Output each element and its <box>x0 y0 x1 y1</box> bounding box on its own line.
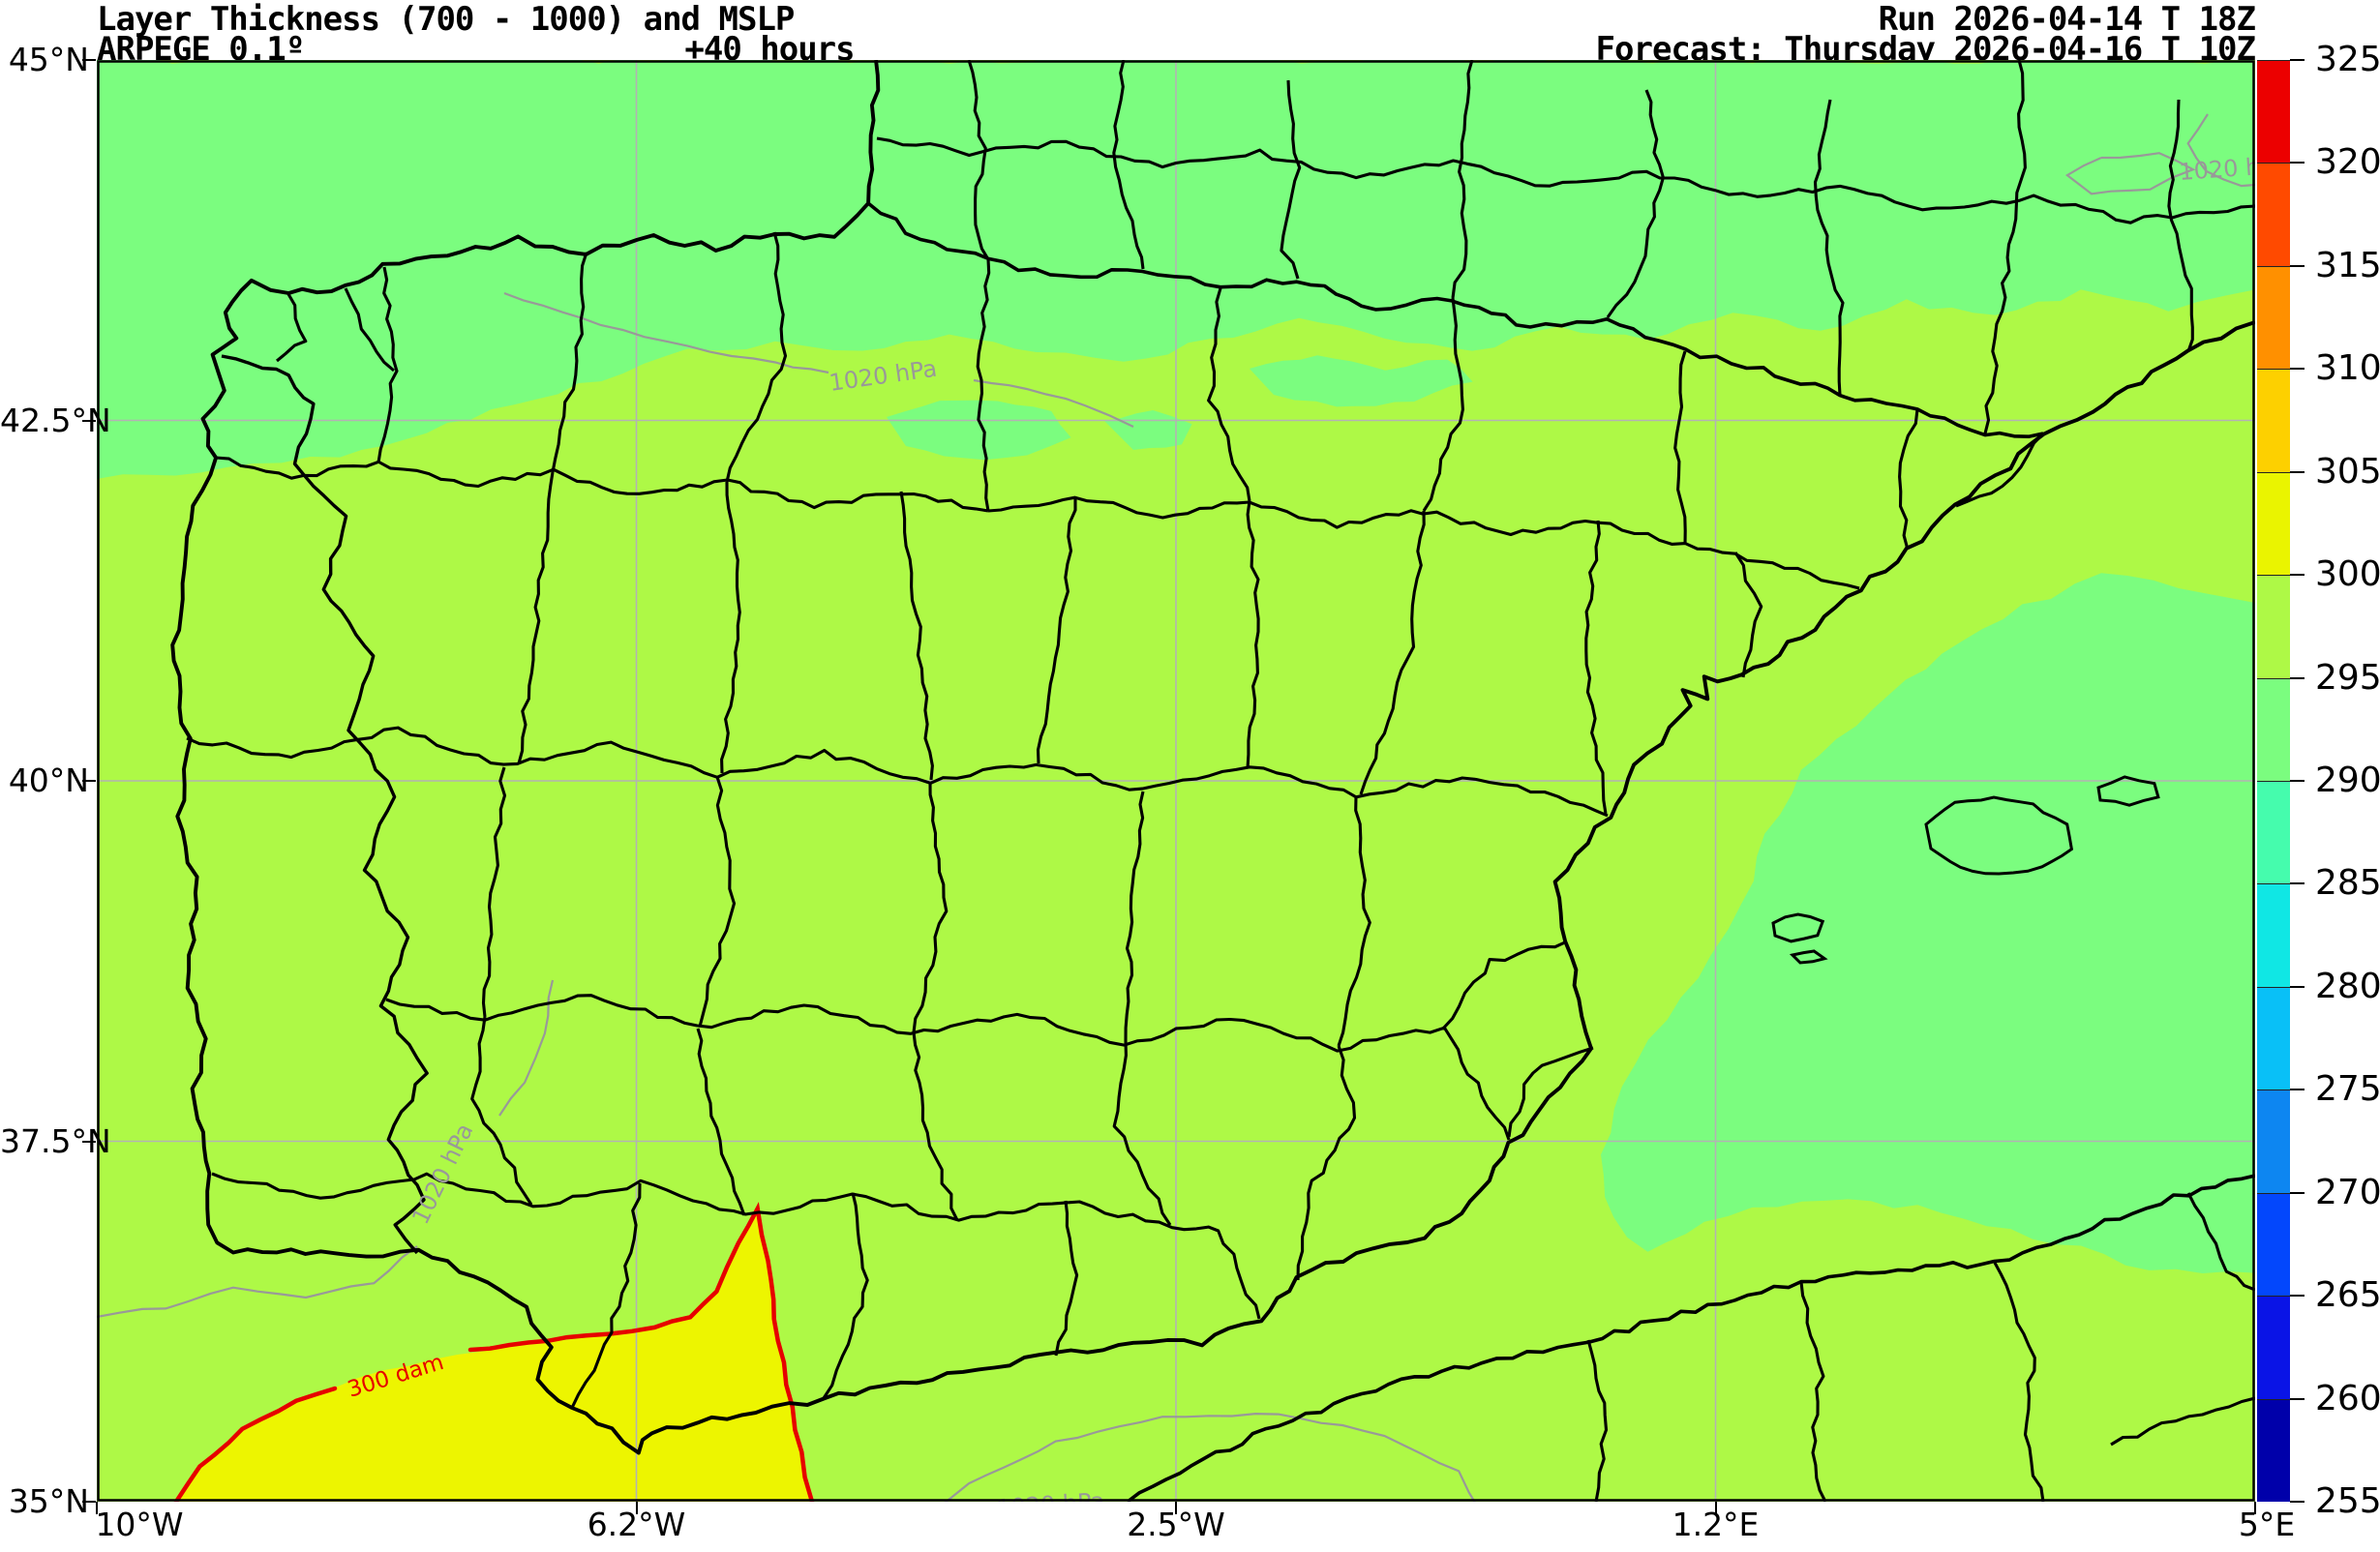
x-axis-label: 5°E <box>2239 1507 2295 1542</box>
colorbar-segment <box>2257 1089 2290 1192</box>
colorbar-label: 310 <box>2315 351 2380 386</box>
colorbar-segment <box>2257 1193 2290 1296</box>
colorbar-segment <box>2257 369 2290 471</box>
y-axis-tick <box>82 59 96 61</box>
x-axis-tick <box>636 1502 638 1514</box>
colorbar-label: 275 <box>2315 1072 2380 1107</box>
colorbar-segment <box>2257 472 2290 575</box>
colorbar-tick <box>2290 59 2305 61</box>
map-area: 1020 hPa1020 hPa1020 hPa1020 hPa300 dam <box>97 60 2255 1502</box>
colorbar-tick <box>2290 471 2305 473</box>
x-axis-tick <box>2254 1502 2256 1514</box>
colorbar-label: 280 <box>2315 970 2380 1004</box>
colorbar-tick <box>2290 1398 2305 1400</box>
colorbar-label: 295 <box>2315 661 2380 696</box>
weather-chart-page: { "header": { "title": "Layer Thickness … <box>0 0 2380 1552</box>
y-axis-tick <box>82 1501 96 1503</box>
colorbar-tick <box>2290 986 2305 988</box>
colorbar-label: 290 <box>2315 763 2380 798</box>
x-axis-tick <box>96 1502 98 1514</box>
colorbar-tick <box>2290 368 2305 370</box>
y-axis-tick <box>82 420 96 422</box>
y-axis-tick <box>82 1141 96 1143</box>
colorbar-segment <box>2257 163 2290 265</box>
map-svg: 1020 hPa1020 hPa1020 hPa1020 hPa300 dam <box>97 60 2255 1502</box>
x-axis-label: 10°W <box>95 1507 183 1542</box>
x-axis-tick <box>1715 1502 1717 1514</box>
colorbar-tick <box>2290 1295 2305 1297</box>
colorbar-tick <box>2290 265 2305 267</box>
colorbar-segment <box>2257 1399 2290 1502</box>
colorbar-label: 305 <box>2315 455 2380 490</box>
header-right: Run 2026-04-14 T 18ZForecast: Thursday 2… <box>1596 5 2255 65</box>
y-axis-tick <box>82 780 96 782</box>
colorbar-tick <box>2290 1501 2305 1503</box>
colorbar-segment <box>2257 266 2290 369</box>
colorbar-label: 325 <box>2315 43 2380 77</box>
y-axis-label: 37.5°N <box>0 1124 89 1159</box>
colorbar-label: 315 <box>2315 249 2380 284</box>
colorbar-segment <box>2257 1296 2290 1398</box>
y-axis-label: 35°N <box>0 1484 89 1519</box>
colorbar-tick <box>2290 882 2305 884</box>
x-axis-tick <box>1175 1502 1177 1514</box>
colorbar-segment <box>2257 575 2290 677</box>
colorbar-tick <box>2290 162 2305 164</box>
colorbar-tick <box>2290 1192 2305 1194</box>
colorbar-segment <box>2257 781 2290 883</box>
colorbar-tick <box>2290 1089 2305 1090</box>
colorbar-label: 260 <box>2315 1382 2380 1417</box>
colorbar-segment <box>2257 883 2290 986</box>
colorbar-label: 320 <box>2315 145 2380 180</box>
colorbar-label: 270 <box>2315 1176 2380 1210</box>
colorbar-segment <box>2257 60 2290 163</box>
colorbar-tick <box>2290 780 2305 782</box>
colorbar-tick <box>2290 677 2305 679</box>
colorbar-label: 285 <box>2315 866 2380 901</box>
y-axis-label: 40°N <box>0 763 89 798</box>
colorbar-label: 265 <box>2315 1278 2380 1313</box>
y-axis-label: 42.5°N <box>0 403 89 438</box>
colorbar-segment <box>2257 678 2290 781</box>
colorbar-tick <box>2290 574 2305 576</box>
colorbar-segment <box>2257 987 2290 1089</box>
y-axis-label: 45°N <box>0 43 89 77</box>
colorbar-label: 255 <box>2315 1484 2380 1519</box>
colorbar-label: 300 <box>2315 557 2380 592</box>
